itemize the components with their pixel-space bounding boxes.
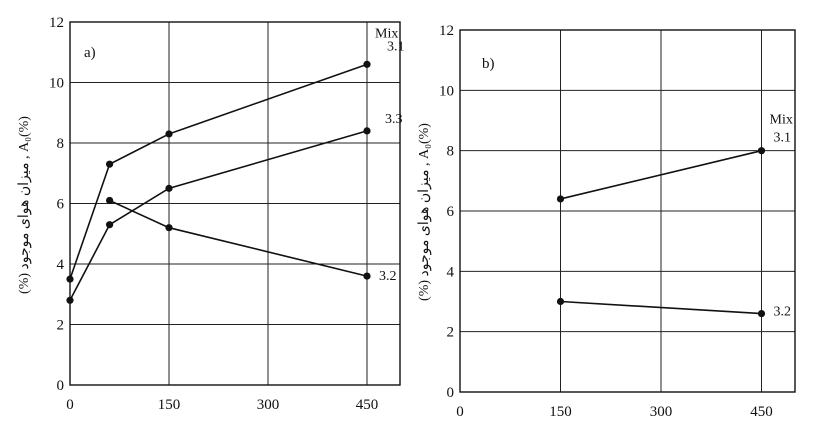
y-axis-label: (%) میزان هوای موجود , A₀(%) <box>417 123 432 301</box>
data-point <box>165 224 173 232</box>
y-tick-label: 0 <box>57 378 65 394</box>
y-tick-label: 6 <box>447 204 455 220</box>
y-tick-label: 0 <box>447 385 455 401</box>
x-tick-label: 450 <box>750 404 773 420</box>
y-tick-label: 10 <box>49 76 64 92</box>
plot-frame <box>459 29 796 393</box>
data-point <box>106 160 114 168</box>
y-tick-label: 2 <box>447 325 455 341</box>
y-tick-label: 6 <box>57 197 65 213</box>
series-line-3.3 <box>69 130 368 301</box>
y-tick-label: 12 <box>49 15 64 31</box>
data-point <box>66 275 74 283</box>
y-tick-label: 2 <box>57 318 65 334</box>
series-line-3.1 <box>560 149 762 200</box>
legend-header: Mix <box>770 113 793 128</box>
series-label: 3.2 <box>379 269 397 284</box>
series-line-3.1 <box>69 63 368 280</box>
series-label: 3.3 <box>385 112 403 127</box>
panel-b: 0 2 4 6 8 10 12 0 150 300 450 b) (%) میزان هوای موجو… <box>417 23 796 420</box>
series-line-3.2 <box>560 300 762 315</box>
y-tick-label: 8 <box>447 144 455 160</box>
x-tick-label: 150 <box>549 404 572 420</box>
data-point <box>556 297 565 306</box>
y-tick-label: 10 <box>439 83 454 99</box>
data-point <box>165 130 173 138</box>
panel-label: b) <box>482 56 495 72</box>
y-tick-label: 8 <box>57 136 65 152</box>
y-axis-label: (%) میزان هوای موجود , A₀(%) <box>17 116 32 294</box>
panel-label: a) <box>84 45 96 61</box>
data-point <box>757 309 766 318</box>
data-point <box>556 195 565 203</box>
data-point <box>66 296 74 304</box>
legend-header: Mix <box>375 26 398 41</box>
x-tick-label: 150 <box>158 397 181 413</box>
y-tick-label: 4 <box>57 257 65 273</box>
plot-frame <box>69 21 401 386</box>
data-point <box>363 60 371 68</box>
y-tick-label: 4 <box>447 264 455 280</box>
x-tick-label: 0 <box>66 397 74 413</box>
data-point <box>757 147 766 155</box>
data-point <box>363 272 371 280</box>
x-tick-label: 300 <box>257 397 280 413</box>
panel-a: 0 2 4 6 8 10 12 0 150 300 450 a) (%) میزان هوای موجو… <box>17 15 405 413</box>
data-point <box>106 221 114 229</box>
data-point <box>165 184 173 192</box>
series-label: 3.1 <box>387 39 405 54</box>
x-tick-label: 450 <box>356 397 379 413</box>
y-tick-label: 12 <box>439 23 454 39</box>
x-tick-label: 0 <box>456 404 464 420</box>
data-point <box>106 196 114 205</box>
data-point <box>363 127 371 135</box>
series-label: 3.1 <box>774 131 792 146</box>
x-tick-label: 300 <box>650 404 673 420</box>
series-line-3.2 <box>109 199 368 277</box>
series-label: 3.2 <box>774 305 792 320</box>
